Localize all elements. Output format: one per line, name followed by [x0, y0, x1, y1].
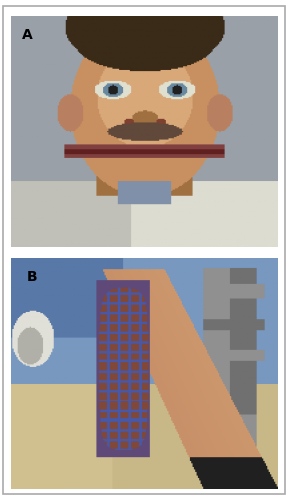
Text: A: A — [22, 28, 32, 42]
Text: B: B — [27, 270, 37, 283]
